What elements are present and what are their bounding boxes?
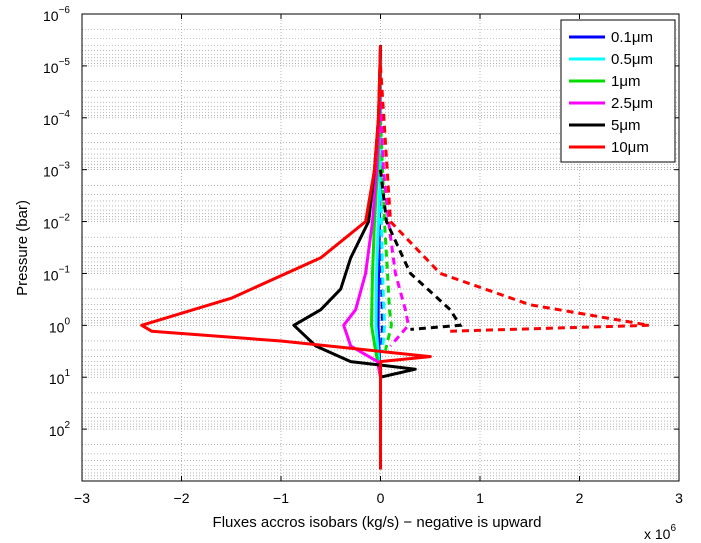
y-tick-label: 102 — [49, 420, 71, 439]
series-line-dashed-2 — [379, 117, 393, 351]
x-axis-multiplier-exponent: 6 — [670, 523, 676, 534]
x-tick-label: 3 — [675, 490, 683, 506]
series-line-dashed-3 — [379, 102, 411, 347]
legend-label-1: 0.5μm — [611, 51, 653, 68]
x-axis-ticks: −3 −2 −1 0 1 2 3 — [74, 14, 683, 506]
x-axis-label: Fluxes accros isobars (kg/s) − negative … — [213, 514, 542, 531]
y-tick-label: 10−2 — [43, 213, 70, 232]
y-tick-label: 10−4 — [43, 109, 70, 128]
legend-label-4: 5μm — [611, 117, 640, 134]
series-line-5 — [140, 45, 432, 470]
legend-label-5: 10μm — [611, 139, 649, 156]
y-tick-label: 10−1 — [43, 264, 70, 283]
legend-label-0: 0.1μm — [611, 29, 653, 46]
legend-box — [560, 19, 676, 163]
x-tick-label: −3 — [74, 490, 90, 506]
legend: 0.1μm 0.5μm 1μm 2.5μm 5μm 10μm — [560, 19, 676, 163]
y-axis-label: Pressure (bar) — [14, 200, 31, 296]
x-tick-label: −2 — [174, 490, 190, 506]
series-line-dashed-4 — [379, 169, 463, 331]
x-tick-label: −1 — [273, 490, 289, 506]
series-line-3 — [342, 45, 382, 470]
y-tick-label: 10−3 — [43, 161, 70, 180]
y-axis-ticks: 10−6 10−5 10−4 10−3 10−2 10−1 100 101 102 — [43, 5, 679, 439]
x-tick-label: 2 — [576, 490, 584, 506]
x-tick-label: 0 — [377, 490, 385, 506]
series-line-dashed-1 — [379, 169, 387, 351]
y-tick-label: 101 — [49, 368, 71, 387]
grid-lines — [81, 14, 680, 481]
y-tick-label: 10−6 — [43, 5, 70, 24]
y-tick-label: 100 — [49, 316, 71, 335]
x-axis-multiplier: x 106 — [644, 523, 676, 542]
y-tick-label: 10−5 — [43, 57, 70, 76]
data-series — [140, 45, 650, 470]
legend-label-3: 2.5μm — [611, 95, 653, 112]
x-tick-label: 1 — [476, 490, 484, 506]
legend-label-2: 1μm — [611, 73, 640, 90]
